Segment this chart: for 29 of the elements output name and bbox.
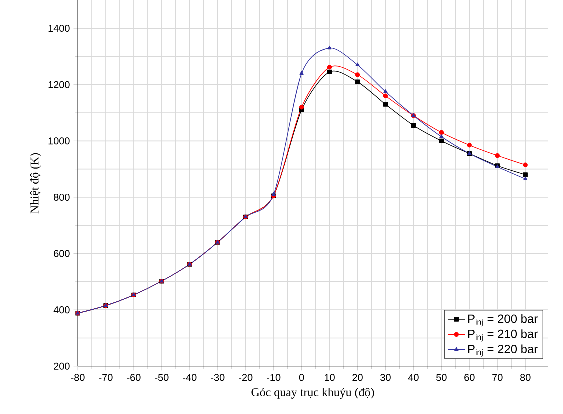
- x-tick-label: -10: [267, 374, 281, 382]
- x-tick-label: 50: [436, 374, 447, 382]
- y-tick-label: 600: [54, 250, 70, 258]
- x-tick-label: 70: [492, 374, 503, 382]
- x-tick-label: 10: [325, 374, 335, 382]
- x-tick-label: -20: [239, 374, 253, 382]
- x-tick-label: 30: [380, 374, 391, 382]
- x-tick-label: 80: [520, 374, 531, 382]
- x-tick-label: 20: [352, 374, 363, 382]
- y-tick-label: 400: [54, 306, 70, 314]
- y-tick-label: 800: [54, 194, 70, 201]
- x-axis-title: Góc quay trục khuỷu (độ): [252, 388, 374, 399]
- x-tick-label: -50: [155, 374, 169, 382]
- x-tick-label: 60: [464, 374, 475, 382]
- x-tick-label: -60: [127, 374, 141, 382]
- y-tick-label: 1000: [48, 137, 70, 144]
- y-tick-label: 200: [54, 362, 70, 370]
- x-tick-label: -80: [71, 374, 85, 382]
- y-axis-title: Nhiệt độ (K): [30, 153, 42, 214]
- y-tick-label: 1400: [48, 24, 70, 32]
- x-tick-label: -70: [99, 374, 113, 382]
- x-tick-label: -30: [211, 374, 225, 382]
- x-tick-label: -40: [183, 374, 197, 382]
- legend-label: P$_{inj}$ = 200 bar: [468, 314, 538, 326]
- x-tick-label: 40: [408, 374, 419, 382]
- y-tick-label: 1200: [48, 81, 70, 88]
- x-tick-label: 0: [299, 374, 304, 382]
- legend-label: P$_{inj}$ = 220 bar: [468, 344, 538, 357]
- legend-label: P$_{inj}$ = 210 bar: [468, 329, 538, 342]
